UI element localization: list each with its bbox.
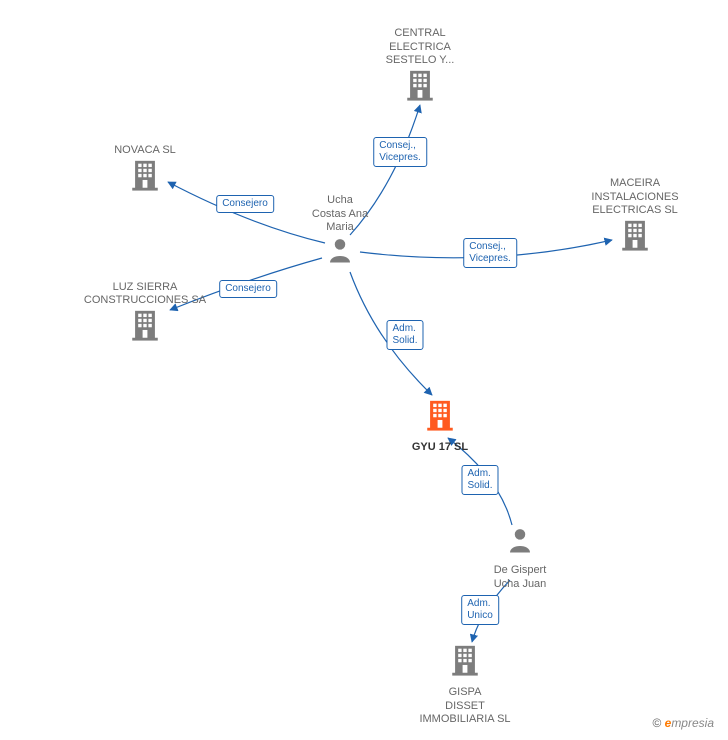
edge-label-gispert-gyu: Adm. Solid. [461, 465, 498, 495]
node-label: GYU 17 SL [412, 441, 468, 455]
edge-label-ucha-luz: Consejero [219, 280, 277, 298]
node-luz: LUZ SIERRA CONSTRUCCIONES SA [84, 277, 206, 347]
edge-label-ucha-gyu: Adm. Solid. [386, 320, 423, 350]
node-maceira: MACEIRA INSTALACIONES ELECTRICAS SL [591, 173, 678, 257]
node-label: NOVACA SL [114, 144, 176, 158]
node-label: MACEIRA INSTALACIONES ELECTRICAS SL [591, 177, 678, 218]
building-icon [128, 308, 162, 342]
building-icon [618, 218, 652, 252]
node-label: Ucha Costas Ana Maria [312, 194, 368, 235]
node-novaca: NOVACA SL [114, 140, 176, 197]
edge-label-gispert-gispa: Adm. Unico [461, 595, 499, 625]
node-ucha: Ucha Costas Ana Maria [312, 190, 368, 270]
person-icon [325, 235, 355, 265]
diagram-canvas: CENTRAL ELECTRICA SESTELO Y... NOVACA SL… [0, 0, 728, 740]
node-label: CENTRAL ELECTRICA SESTELO Y... [386, 27, 455, 68]
building-icon [423, 398, 457, 432]
node-label: De Gispert Ucha Juan [494, 564, 547, 592]
node-gispa: GISPA DISSET IMMOBILIARIA SL [419, 643, 510, 727]
brand-rest: mpresia [671, 716, 714, 730]
edge-label-ucha-central: Consej., Vicepres. [373, 137, 427, 167]
node-gispert: De Gispert Ucha Juan [494, 525, 547, 591]
edge-label-ucha-maceira: Consej., Vicepres. [463, 238, 517, 268]
footer-credit: © empresia [652, 716, 714, 730]
building-icon [448, 643, 482, 677]
copyright-symbol: © [652, 716, 661, 730]
node-central: CENTRAL ELECTRICA SESTELO Y... [386, 23, 455, 107]
node-label: LUZ SIERRA CONSTRUCCIONES SA [84, 281, 206, 309]
edge-label-ucha-novaca: Consejero [216, 195, 274, 213]
node-label: GISPA DISSET IMMOBILIARIA SL [419, 686, 510, 727]
edges-layer [0, 0, 728, 740]
building-icon [128, 158, 162, 192]
person-icon [505, 525, 535, 555]
building-icon [403, 68, 437, 102]
node-gyu: GYU 17 SL [412, 398, 468, 455]
